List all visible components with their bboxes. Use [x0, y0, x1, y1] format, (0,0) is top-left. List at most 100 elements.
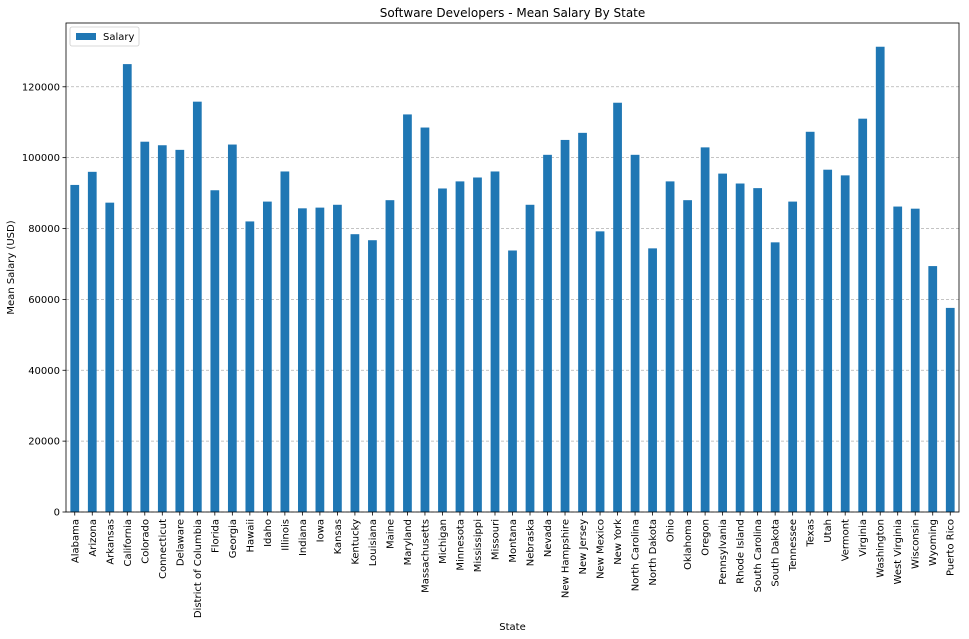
- x-tick-label: South Dakota: [771, 519, 782, 587]
- x-tick-label: Georgia: [228, 519, 239, 558]
- x-tick-label: Texas: [806, 519, 817, 548]
- x-tick-label: South Carolina: [753, 519, 764, 592]
- x-tick-label: Indiana: [298, 519, 309, 556]
- legend-swatch: [76, 33, 96, 40]
- chart-title: Software Developers - Mean Salary By Sta…: [380, 6, 646, 20]
- bar: [438, 188, 447, 512]
- bar: [122, 64, 132, 513]
- y-tick-label: 80000: [28, 224, 60, 235]
- bar: [420, 127, 430, 513]
- x-tick-label: Montana: [508, 519, 519, 563]
- bar: [700, 147, 710, 512]
- bar: [508, 250, 517, 512]
- x-tick-label: Nevada: [543, 519, 554, 557]
- x-tick-label: Oklahoma: [683, 519, 694, 570]
- x-tick-label: Mississippi: [473, 519, 484, 572]
- bar: [893, 206, 903, 512]
- x-tick-label: Pennsylvania: [718, 519, 729, 585]
- bars: [70, 46, 955, 513]
- x-tick-label: Louisiana: [368, 519, 379, 566]
- x-tick-label: Puerto Rico: [946, 519, 957, 576]
- bar: [280, 171, 290, 512]
- bar: [157, 145, 167, 512]
- x-tick-label: Alabama: [70, 519, 81, 563]
- y-tick-label: 0: [54, 508, 60, 519]
- x-tick-label: New York: [613, 519, 624, 565]
- bar: [298, 208, 307, 512]
- x-tick-label: Kansas: [333, 519, 344, 554]
- x-tick-label: Michigan: [438, 519, 449, 564]
- bar: [210, 190, 220, 512]
- x-tick-label: Kentucky: [350, 519, 361, 565]
- bar: [333, 204, 342, 512]
- legend-box: [69, 26, 140, 47]
- bar: [945, 307, 955, 512]
- bar: [560, 139, 570, 512]
- x-tick-label: Florida: [210, 519, 221, 553]
- x-tick-label: West Virginia: [893, 519, 904, 584]
- x-tick-label: Minnesota: [455, 519, 466, 571]
- x-tick-label: North Carolina: [631, 519, 642, 591]
- bar: [823, 169, 833, 512]
- bar: [140, 141, 150, 512]
- x-tick-label: Hawaii: [245, 519, 256, 553]
- y-tick-label: 100000: [22, 153, 60, 164]
- bar: [490, 171, 500, 512]
- bar: [192, 101, 202, 512]
- bar: [403, 114, 412, 512]
- x-tick-label: Vermont: [841, 519, 852, 561]
- bar: [105, 202, 115, 512]
- bar: [788, 201, 798, 512]
- x-tick-label: New Jersey: [578, 519, 589, 575]
- bar: [770, 242, 780, 512]
- legend: Salary: [69, 26, 140, 47]
- x-tick-label: New Hampshire: [561, 519, 572, 598]
- x-axis-label: State: [499, 622, 525, 633]
- x-tick-label: District of Columbia: [193, 519, 204, 618]
- bar: [840, 175, 850, 512]
- bar: [385, 200, 395, 512]
- y-tick-label: 20000: [28, 437, 60, 448]
- bar: [473, 177, 482, 512]
- y-tick-label: 40000: [28, 366, 60, 377]
- bar: [665, 181, 675, 512]
- x-tick-label: Oregon: [701, 519, 712, 556]
- y-axis: 0 20000 40000 60000 80000 100000 120000: [22, 82, 66, 519]
- bar: [805, 131, 815, 512]
- x-tick-label: Arkansas: [105, 519, 116, 565]
- x-tick-label: Wyoming: [928, 519, 939, 566]
- bar: [683, 200, 692, 512]
- x-tick-label: New Mexico: [596, 519, 607, 579]
- bar: [595, 231, 605, 513]
- x-tick-label: Nebraska: [526, 519, 537, 566]
- x-tick-label: Wisconsin: [911, 519, 922, 569]
- bar: [875, 46, 885, 512]
- x-tick-label: Washington: [876, 519, 887, 578]
- bar: [910, 208, 920, 512]
- bar: [455, 181, 465, 512]
- x-tick-label: Connecticut: [158, 519, 169, 579]
- x-tick-label: Missouri: [490, 519, 501, 560]
- y-tick-label: 60000: [28, 295, 60, 306]
- x-tick-label: Arizona: [88, 519, 99, 557]
- bar: [245, 221, 255, 512]
- bar: [262, 201, 272, 512]
- x-tick-label: Delaware: [175, 519, 186, 566]
- bar: [928, 266, 938, 512]
- x-tick-label: Ohio: [666, 519, 677, 542]
- x-tick-label: Illinois: [280, 519, 291, 551]
- x-tick-label: Rhode Island: [736, 519, 747, 584]
- bar: [175, 149, 185, 513]
- y-tick-label: 120000: [22, 82, 60, 93]
- bar: [735, 183, 745, 512]
- bar: [525, 204, 535, 512]
- bar: [718, 173, 727, 512]
- bar: [70, 184, 80, 512]
- x-axis: Alabama Arizona Arkansas California Colorado…: [70, 512, 957, 618]
- x-tick-label: Iowa: [315, 519, 326, 542]
- legend-label: Salary: [103, 32, 134, 43]
- x-tick-label: Massachusetts: [420, 519, 431, 593]
- x-tick-label: Colorado: [140, 519, 151, 564]
- bar: [578, 132, 587, 512]
